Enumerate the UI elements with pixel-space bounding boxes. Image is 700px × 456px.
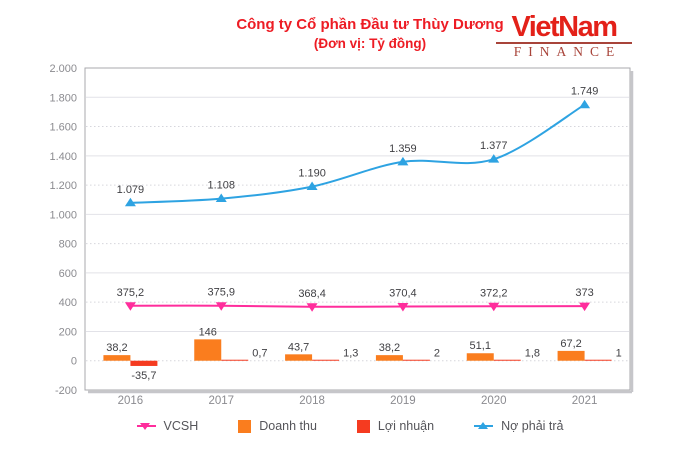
svg-text:1.400: 1.400: [49, 151, 77, 163]
doanh-thu-square-icon: [238, 419, 252, 433]
legend-item-loi-nhuan[interactable]: Lợi nhuận: [356, 419, 435, 433]
svg-text:2016: 2016: [118, 395, 144, 407]
legend-item-no-phai-tra[interactable]: Nợ phải trả: [474, 419, 563, 433]
chart-legend: VCSH Doanh thu Lợi nhuận Nợ phải trả: [0, 414, 700, 438]
svg-text:1.749: 1.749: [571, 86, 599, 98]
svg-text:370,4: 370,4: [389, 288, 417, 300]
svg-text:-200: -200: [55, 385, 77, 397]
svg-text:1.200: 1.200: [49, 180, 77, 192]
svg-text:38,2: 38,2: [379, 342, 400, 354]
no-phai-tra-line-marker-icon: [474, 420, 494, 432]
svg-text:1.079: 1.079: [117, 184, 145, 196]
svg-text:368,4: 368,4: [298, 288, 326, 300]
svg-text:400: 400: [59, 297, 77, 309]
chart-header: Công ty Cổ phần Đầu tư Thùy Dương (Đơn v…: [105, 16, 635, 52]
svg-text:67,2: 67,2: [560, 338, 581, 350]
chart-subtitle: (Đơn vị: Tỷ đồng): [313, 36, 427, 51]
svg-text:2018: 2018: [299, 395, 325, 407]
svg-text:1.108: 1.108: [207, 180, 235, 192]
svg-text:146: 146: [199, 326, 217, 338]
svg-text:800: 800: [59, 239, 77, 251]
svg-text:2: 2: [434, 348, 440, 360]
svg-text:1.800: 1.800: [49, 92, 77, 104]
svg-text:2017: 2017: [208, 395, 234, 407]
svg-text:1.359: 1.359: [389, 143, 417, 155]
svg-text:1: 1: [616, 348, 622, 360]
chart-title: Công ty Cổ phần Đầu tư Thùy Dương: [236, 16, 504, 33]
svg-text:372,2: 372,2: [480, 287, 508, 299]
svg-text:2.000: 2.000: [49, 63, 77, 75]
svg-text:2019: 2019: [390, 395, 416, 407]
svg-text:600: 600: [59, 268, 77, 280]
vcsh-line-marker-icon: [136, 420, 156, 432]
svg-text:2020: 2020: [481, 395, 507, 407]
svg-text:1.000: 1.000: [49, 209, 77, 221]
svg-text:375,2: 375,2: [117, 287, 145, 299]
svg-text:51,1: 51,1: [470, 340, 491, 352]
logo-finance-text: FINANCE: [513, 44, 622, 59]
logo-wordmark: VietNam: [511, 11, 618, 43]
legend-label-no-phai-tra: Nợ phải trả: [501, 419, 564, 433]
chart-canvas: 2.000 1.800 1.600 1.400 1.200 1.000 800 600 400 2…: [49, 63, 634, 407]
svg-text:2021: 2021: [572, 395, 598, 407]
svg-text:-35,7: -35,7: [131, 370, 156, 382]
loi-nhuan-square-icon: [356, 419, 370, 433]
legend-label-vcsh: VCSH: [163, 419, 199, 433]
legend-item-doanh-thu[interactable]: Doanh thu: [238, 419, 317, 433]
svg-text:0: 0: [71, 356, 77, 368]
svg-text:43,7: 43,7: [288, 341, 309, 353]
legend-item-vcsh[interactable]: VCSH: [136, 419, 199, 433]
legend-label-doanh-thu: Doanh thu: [259, 419, 317, 433]
vietnam-finance-logo: VietNam FINANCE: [494, 11, 634, 59]
svg-text:200: 200: [59, 326, 77, 338]
svg-text:373: 373: [575, 287, 593, 299]
logo-divider: [496, 42, 632, 44]
legend-label-loi-nhuan: Lợi nhuận: [377, 419, 435, 433]
svg-text:1.600: 1.600: [49, 122, 77, 134]
svg-text:375,9: 375,9: [207, 287, 235, 299]
svg-text:1,3: 1,3: [343, 348, 358, 360]
svg-text:1,8: 1,8: [525, 348, 540, 360]
svg-text:1.190: 1.190: [298, 168, 326, 180]
svg-text:38,2: 38,2: [106, 342, 127, 354]
svg-text:0,7: 0,7: [252, 348, 267, 360]
svg-text:1.377: 1.377: [480, 140, 508, 152]
